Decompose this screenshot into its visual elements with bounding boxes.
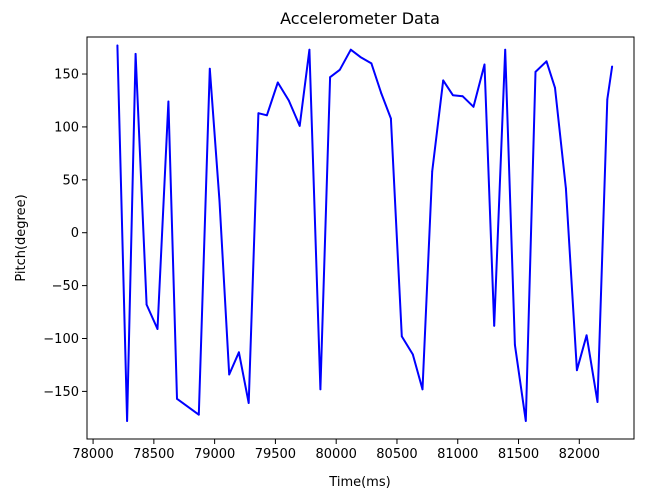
y-axis-label: Pitch(degree) bbox=[14, 194, 29, 281]
plot-area bbox=[86, 36, 635, 440]
data-point bbox=[483, 63, 486, 66]
x-tick-label: 81500 bbox=[498, 447, 539, 462]
series-line bbox=[116, 44, 614, 422]
y-tick-label: 150 bbox=[54, 68, 79, 83]
data-point bbox=[349, 48, 352, 51]
data-point bbox=[400, 335, 403, 338]
x-tick-label: 80500 bbox=[376, 447, 417, 462]
data-point bbox=[576, 369, 578, 372]
data-point bbox=[145, 303, 148, 306]
data-point bbox=[176, 397, 178, 400]
data-point bbox=[606, 98, 609, 101]
data-point bbox=[524, 420, 527, 422]
data-point bbox=[565, 187, 567, 190]
x-tick-label: 82000 bbox=[559, 447, 600, 462]
data-point bbox=[390, 117, 392, 120]
data-point bbox=[370, 62, 373, 65]
data-point bbox=[257, 112, 260, 115]
x-tick-label: 80000 bbox=[316, 447, 357, 462]
data-point bbox=[452, 94, 454, 97]
data-point bbox=[276, 81, 279, 84]
data-point bbox=[411, 353, 414, 356]
x-tick-label: 79500 bbox=[255, 447, 296, 462]
y-axis: 150 100 50 0 −50 −100 −150 bbox=[43, 68, 87, 400]
data-point bbox=[380, 92, 383, 94]
data-point bbox=[514, 343, 516, 346]
data-point bbox=[266, 114, 268, 117]
data-point bbox=[585, 334, 588, 337]
data-point bbox=[545, 60, 548, 63]
data-point bbox=[554, 86, 556, 89]
data-point bbox=[611, 65, 613, 68]
data-point bbox=[319, 388, 322, 391]
x-axis-label: Time(ms) bbox=[328, 475, 390, 490]
data-point bbox=[228, 373, 231, 376]
data-point bbox=[359, 56, 362, 58]
chart-title: Accelerometer Data bbox=[280, 9, 440, 28]
data-point bbox=[287, 99, 290, 102]
data-point bbox=[472, 105, 475, 108]
y-tick-label: 0 bbox=[71, 226, 79, 241]
data-point bbox=[197, 413, 200, 416]
y-tick-label: 50 bbox=[62, 173, 79, 188]
data-point bbox=[167, 100, 170, 103]
data-point bbox=[596, 401, 599, 403]
data-point bbox=[338, 68, 341, 71]
y-tick-label: −150 bbox=[43, 385, 79, 400]
data-point bbox=[156, 328, 159, 330]
data-point bbox=[126, 420, 128, 422]
x-tick-label: 81000 bbox=[437, 447, 478, 462]
data-point bbox=[218, 200, 221, 202]
data-point bbox=[238, 351, 240, 354]
data-point bbox=[504, 48, 507, 51]
y-tick-label: −100 bbox=[43, 332, 79, 347]
data-point bbox=[534, 71, 537, 73]
data-point bbox=[208, 67, 211, 70]
y-tick-label: 100 bbox=[54, 120, 79, 135]
data-point bbox=[116, 44, 119, 47]
data-point bbox=[134, 53, 137, 55]
x-tick-label: 78500 bbox=[133, 447, 174, 462]
data-point bbox=[247, 402, 250, 404]
data-point bbox=[308, 48, 311, 51]
data-point bbox=[329, 76, 331, 79]
x-tick-label: 78000 bbox=[72, 447, 113, 462]
data-point bbox=[298, 125, 301, 127]
axes-frame bbox=[86, 36, 635, 440]
data-point bbox=[442, 79, 445, 82]
data-point bbox=[421, 388, 424, 391]
data-point bbox=[493, 324, 496, 327]
data-point bbox=[431, 170, 434, 173]
x-axis: 78000 78500 79000 79500 80000 80500 81000 81500… bbox=[72, 439, 600, 462]
y-tick-label: −50 bbox=[52, 279, 79, 294]
x-tick-label: 79000 bbox=[194, 447, 235, 462]
data-point bbox=[461, 95, 464, 98]
series-layer bbox=[116, 44, 614, 422]
